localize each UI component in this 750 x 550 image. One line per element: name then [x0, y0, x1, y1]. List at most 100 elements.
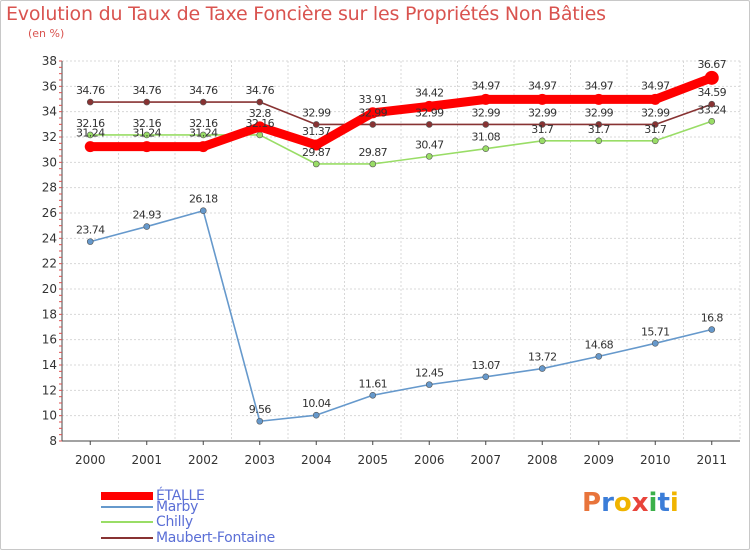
data-point-talle — [197, 141, 209, 153]
data-label-chilly: 32.16 — [133, 117, 162, 130]
y-tick-label: 10 — [42, 409, 57, 423]
data-label-chilly: 31.08 — [472, 131, 501, 144]
data-point-maubert-fontaine — [369, 121, 377, 128]
data-label-marby: 15.71 — [641, 325, 670, 338]
legend-item-maubert-fontaine: Maubert-Fontaine — [101, 530, 275, 546]
data-point-chilly — [86, 131, 94, 139]
x-tick-label: 2011 — [696, 453, 727, 467]
data-label-marby: 13.07 — [472, 359, 501, 372]
y-tick-label: 34 — [42, 105, 57, 119]
data-point-talle — [704, 70, 719, 85]
data-label-talle: 31.24 — [133, 127, 162, 140]
data-label-chilly: 31.7 — [644, 123, 667, 136]
data-label-maubert-fontaine: 32.99 — [585, 106, 614, 119]
data-point-marby — [199, 207, 207, 215]
data-label-maubert-fontaine: 32.99 — [359, 106, 388, 119]
logo-letter: i — [648, 488, 658, 518]
logo-letter: P — [582, 488, 602, 518]
data-label-chilly: 29.87 — [359, 146, 388, 159]
data-label-chilly: 32.16 — [246, 117, 275, 130]
data-label-talle: 34.42 — [415, 86, 444, 99]
data-point-talle — [423, 100, 435, 112]
data-point-maubert-fontaine — [708, 100, 716, 108]
data-label-marby: 14.68 — [585, 338, 614, 351]
data-point-marby — [86, 238, 94, 245]
data-point-chilly — [369, 160, 377, 168]
series-line-talle — [85, 73, 717, 152]
data-point-maubert-fontaine — [595, 121, 603, 128]
y-tick-label: 18 — [42, 307, 57, 321]
x-tick-label: 2010 — [640, 453, 671, 467]
data-point-marby — [595, 353, 603, 360]
data-label-marby: 11.61 — [359, 377, 388, 390]
data-point-marby — [708, 326, 716, 333]
data-label-marby: 13.72 — [528, 351, 557, 364]
data-label-chilly: 31.7 — [588, 123, 611, 136]
data-point-talle — [367, 107, 379, 119]
data-point-marby — [538, 365, 546, 372]
legend-item-etalle: ÉTALLE — [101, 488, 205, 504]
legend-item-marby: Marby — [101, 499, 198, 515]
data-label-maubert-fontaine: 32.99 — [528, 106, 557, 119]
logo-letter: i — [669, 488, 679, 518]
data-point-chilly — [651, 137, 659, 145]
data-label-chilly: 29.87 — [302, 146, 331, 159]
data-label-maubert-fontaine: 34.76 — [76, 84, 105, 97]
y-tick-label: 8 — [49, 434, 57, 448]
data-point-maubert-fontaine — [199, 98, 207, 106]
x-tick-label: 2006 — [414, 453, 445, 467]
data-label-talle: 34.97 — [641, 79, 670, 92]
proxiti-logo: Proxiti — [582, 488, 679, 518]
x-tick-label: 2000 — [75, 453, 106, 467]
data-label-talle: 34.97 — [585, 79, 614, 92]
data-label-maubert-fontaine: 32.99 — [472, 106, 501, 119]
legend-label-chilly: Chilly — [156, 514, 193, 530]
data-point-chilly — [256, 131, 264, 139]
series-line-chilly — [89, 120, 713, 165]
data-label-maubert-fontaine: 34.76 — [246, 84, 275, 97]
data-point-talle — [536, 93, 548, 105]
data-point-chilly — [708, 117, 716, 125]
series-line-marby — [89, 209, 713, 423]
legend-swatch-chilly — [101, 521, 153, 523]
data-point-talle — [254, 121, 266, 133]
data-point-chilly — [482, 145, 490, 152]
data-point-chilly — [199, 131, 207, 139]
data-label-talle: 36.67 — [698, 58, 727, 71]
data-point-maubert-fontaine — [312, 121, 320, 128]
data-point-talle — [480, 93, 492, 105]
x-tick-label: 2001 — [131, 453, 162, 467]
data-point-talle — [649, 93, 661, 105]
series-line-maubert-fontaine — [89, 101, 713, 126]
y-tick-label: 16 — [42, 333, 57, 347]
y-tick-label: 30 — [42, 155, 57, 169]
logo-letter: o — [613, 488, 632, 518]
x-tick-label: 2005 — [357, 453, 388, 467]
data-label-marby: 10.04 — [302, 397, 331, 410]
data-point-marby — [312, 411, 320, 419]
data-point-marby — [651, 340, 659, 347]
data-label-talle: 34.97 — [528, 79, 557, 92]
data-point-maubert-fontaine — [538, 121, 546, 128]
data-label-maubert-fontaine: 34.76 — [133, 84, 162, 97]
legend-label-maubert-fontaine: Maubert-Fontaine — [156, 530, 275, 546]
data-point-chilly — [595, 137, 603, 145]
legend-swatch-etalle — [101, 492, 153, 500]
data-label-marby: 24.93 — [133, 209, 162, 222]
legend-label-etalle: ÉTALLE — [156, 488, 205, 504]
data-point-talle — [593, 93, 605, 105]
legend-swatch-maubert-fontaine — [101, 537, 153, 539]
legend-swatch-marby — [101, 506, 153, 508]
y-tick-label: 36 — [42, 79, 57, 93]
data-label-maubert-fontaine: 32.99 — [415, 106, 444, 119]
data-point-talle — [310, 139, 322, 151]
data-label-talle: 31.24 — [189, 127, 218, 140]
data-label-chilly: 30.47 — [415, 138, 444, 151]
data-label-talle: 31.37 — [302, 125, 331, 138]
x-tick-label: 2004 — [301, 453, 332, 467]
data-point-marby — [425, 381, 433, 388]
x-tick-label: 2002 — [188, 453, 219, 467]
legend-label-marby: Marby — [156, 499, 199, 515]
data-point-chilly — [143, 131, 151, 139]
